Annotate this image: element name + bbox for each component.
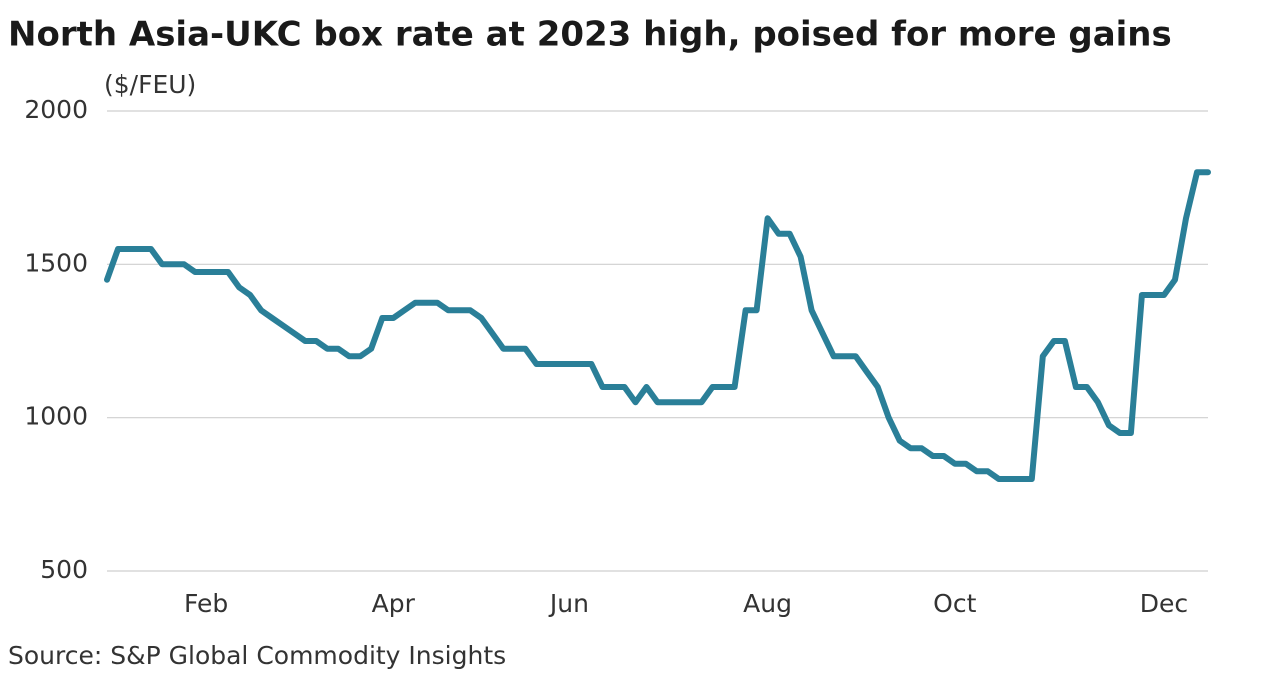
- x-tick-label: Feb: [184, 589, 228, 618]
- source: Source: S&P Global Commodity Insights: [8, 641, 506, 670]
- x-tick-label: Jun: [548, 589, 589, 618]
- y-axis-label: ($/FEU): [104, 70, 196, 99]
- y-tick-label: 1000: [24, 402, 88, 431]
- y-tick-label: 500: [40, 555, 88, 584]
- x-tick-label: Dec: [1140, 589, 1188, 618]
- x-tick-label: Oct: [933, 589, 976, 618]
- data-line: [104, 169, 1211, 482]
- chart-title: North Asia-UKC box rate at 2023 high, po…: [8, 15, 1172, 55]
- y-tick-label: 1500: [24, 248, 88, 277]
- x-tick-label: Apr: [372, 589, 416, 618]
- y-tick-label: 2000: [24, 95, 88, 124]
- x-tick-label: Aug: [743, 589, 792, 618]
